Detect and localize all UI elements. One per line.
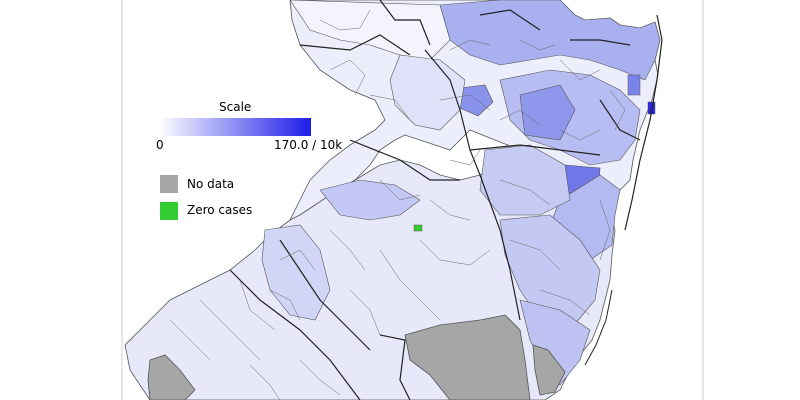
barrier-island xyxy=(624,14,663,231)
zero-cases-swatch xyxy=(160,202,178,220)
zero-cases-spot xyxy=(413,224,423,232)
color-scale-bar xyxy=(158,118,311,136)
scale-max-label: 170.0 / 10k xyxy=(274,138,343,152)
municipal-borders xyxy=(169,9,626,400)
scale-min-label: 0 xyxy=(156,138,164,152)
nodata-region-southeast xyxy=(404,314,531,400)
region-southeast xyxy=(499,214,601,331)
no-data-label: No data xyxy=(187,177,235,191)
no-data-swatch xyxy=(160,175,178,193)
coastal-blue-spot xyxy=(627,74,641,96)
region-south-coast xyxy=(519,299,591,386)
nodata-region-south-coast xyxy=(532,344,566,396)
region-dark-patch-1 xyxy=(519,84,576,141)
region-east-central xyxy=(479,144,571,216)
region-west-central xyxy=(319,179,421,221)
south-barrier-island xyxy=(584,289,613,366)
region-southwest-cluster xyxy=(261,224,331,321)
legend-title: Scale xyxy=(219,100,252,114)
county-borders xyxy=(229,0,641,400)
region-north-central xyxy=(389,54,466,131)
region-northeast-blue xyxy=(439,0,661,81)
nodata-region-southwest xyxy=(147,354,196,400)
zero-cases-label: Zero cases xyxy=(187,203,253,217)
